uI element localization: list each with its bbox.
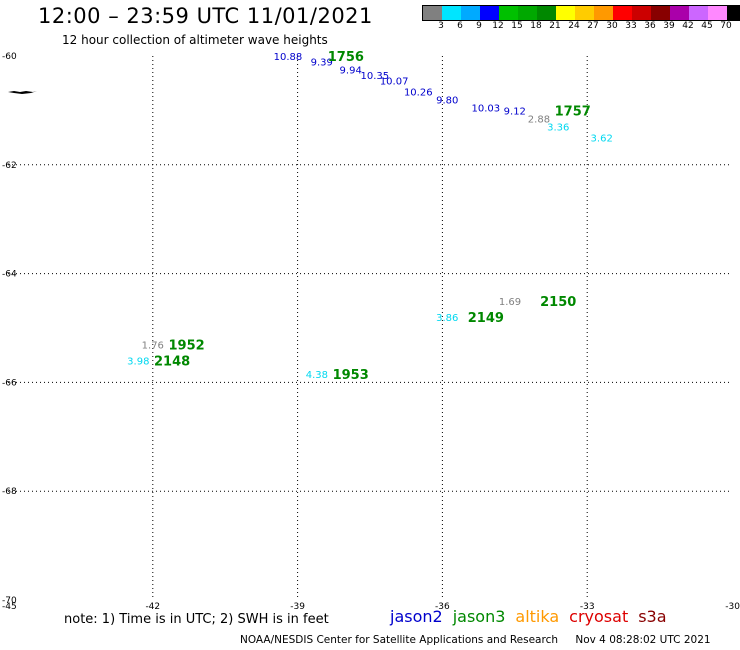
satellite-legend-altika: altika (515, 607, 560, 626)
swh-value: 10.88 (274, 52, 303, 63)
legend-label: 39 (663, 21, 675, 31)
legend-label: 21 (549, 21, 561, 31)
credit-text: NOAA/NESDIS Center for Satellite Applica… (240, 634, 558, 646)
map-subtitle: 12 hour collection of altimeter wave hei… (62, 33, 328, 47)
legend-swatch (556, 6, 575, 20)
satellite-legend-jason2: jason2 (390, 607, 443, 626)
latitude-label: -64 (2, 270, 17, 280)
longitude-label: -45 (2, 602, 17, 610)
satellite-legend: jason2 jason3 altika cryosat s3a (390, 607, 677, 626)
legend-label: 12 (492, 21, 504, 31)
legend-label: 27 (587, 21, 599, 31)
legend-swatch (670, 6, 689, 20)
legend-label: 70 (720, 21, 732, 31)
legend-swatch (613, 6, 632, 20)
swh-value: 10.35 (361, 71, 390, 82)
legend-swatch (518, 6, 537, 20)
longitude-label: -36 (435, 602, 450, 610)
legend-swatch (442, 6, 461, 20)
pass-time-labels: 1756 1757 2150 2149 1952 2148 1953 (154, 50, 591, 383)
legend-swatch (480, 6, 499, 20)
legend-swatch (727, 6, 740, 20)
pass-time-label: 1756 (328, 50, 364, 65)
legend-swatch (632, 6, 651, 20)
longitude-label: -33 (580, 602, 595, 610)
latitude-label: -60 (2, 52, 17, 62)
satellite-legend-jason3: jason3 (452, 607, 506, 626)
legend-label: 18 (530, 21, 542, 31)
swh-value: 9.94 (340, 66, 362, 77)
legend-swatch (461, 6, 480, 20)
credit-line: NOAA/NESDIS Center for Satellite Applica… (240, 634, 711, 646)
legend-label: 42 (682, 21, 694, 31)
legend-label: 6 (457, 21, 463, 31)
legend-swatch (423, 6, 442, 20)
satellite-legend-s3a: s3a (638, 607, 667, 626)
pass-time-label: 1757 (555, 104, 591, 119)
grid-lines (8, 56, 732, 600)
swh-value: 1.69 (499, 297, 521, 308)
generation-timestamp: Nov 4 08:28:02 UTC 2021 (575, 634, 711, 646)
legend-swatch (575, 6, 594, 20)
pass-time-label: 1952 (168, 338, 204, 353)
legend-label: 24 (568, 21, 580, 31)
swh-value: 4.38 (306, 370, 328, 381)
map-title: 12:00 – 23:59 UTC 11/01/2021 (38, 4, 373, 28)
pass-time-label: 2149 (468, 311, 504, 326)
swh-value: 3.36 (547, 123, 569, 134)
legend-swatch (537, 6, 556, 20)
latitude-label: -68 (2, 487, 17, 497)
swh-value: 3.62 (591, 134, 613, 145)
color-scale-legend (422, 5, 740, 21)
legend-swatch (594, 6, 613, 20)
satellite-legend-cryosat: cryosat (569, 607, 629, 626)
swh-value: 10.26 (404, 87, 433, 98)
longitude-label: -39 (290, 602, 305, 610)
swh-value: 3.98 (127, 357, 149, 368)
swh-value: 9.80 (436, 96, 458, 107)
pass-time-label: 2150 (540, 295, 576, 310)
island-outline (8, 91, 37, 94)
legend-label: 30 (606, 21, 618, 31)
axis-labels: -45 -42 -39 -36 -33 -30 -60 -62 -64 -66 -68 -70 (2, 52, 740, 610)
latitude-label: -70 (2, 596, 17, 606)
latitude-label: -62 (2, 161, 17, 171)
latitude-label: -66 (2, 378, 17, 388)
swh-value: 10.03 (472, 104, 501, 115)
longitude-label: -30 (725, 602, 740, 610)
swh-value: 9.39 (311, 57, 333, 68)
legend-label: 33 (625, 21, 637, 31)
swh-value: 3.86 (436, 313, 458, 324)
swh-value: 10.07 (380, 76, 409, 87)
footnote: note: 1) Time is in UTC; 2) SWH is in fe… (64, 612, 329, 627)
legend-label: 3 (438, 21, 444, 31)
legend-swatch (708, 6, 727, 20)
wave-height-map: -45 -42 -39 -36 -33 -30 -60 -62 -64 -66 -68 -70 10.… (2, 50, 740, 610)
swh-value: 9.12 (504, 106, 526, 117)
legend-label: 45 (701, 21, 713, 31)
legend-label: 9 (476, 21, 482, 31)
legend-label: 15 (511, 21, 523, 31)
swh-value: 1.76 (142, 340, 164, 351)
legend-swatch (499, 6, 518, 20)
swh-value: 2.88 (528, 115, 550, 126)
pass-time-label: 1953 (333, 368, 369, 383)
legend-swatch (689, 6, 708, 20)
legend-label: 36 (644, 21, 656, 31)
pass-time-label: 2148 (154, 355, 190, 370)
legend-swatch (651, 6, 670, 20)
longitude-label: -42 (145, 602, 160, 610)
